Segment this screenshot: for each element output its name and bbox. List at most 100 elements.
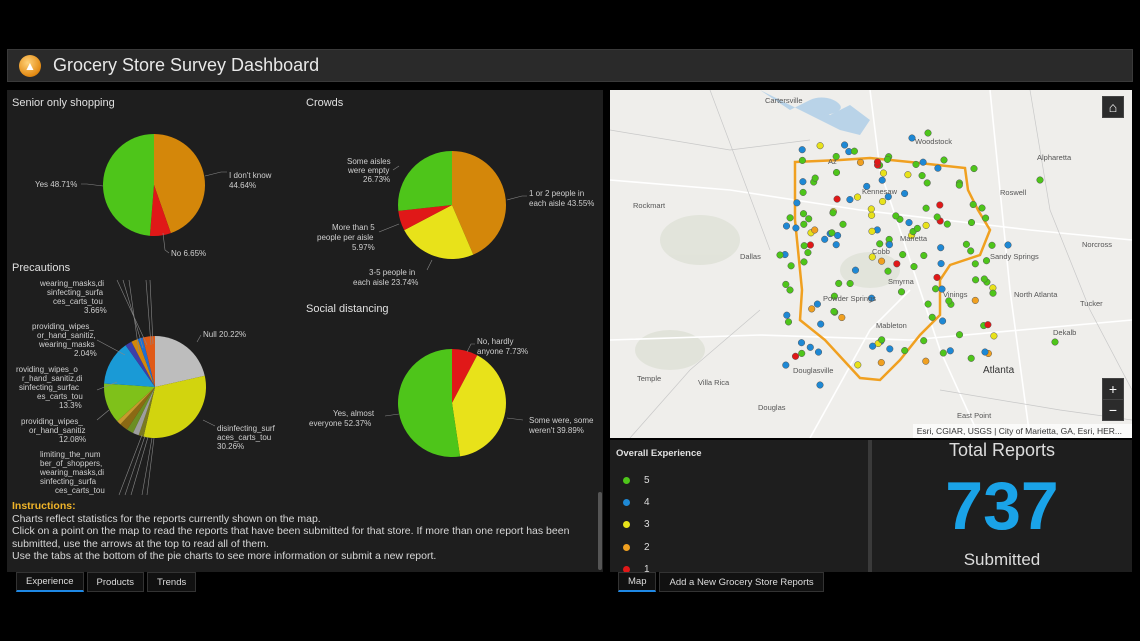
store-marker[interactable] [939,349,947,357]
store-marker[interactable] [854,361,862,369]
store-marker[interactable] [939,317,947,325]
store-marker[interactable] [800,242,808,250]
store-marker[interactable] [984,321,992,329]
store-marker[interactable] [876,240,884,248]
store-marker[interactable] [878,336,886,344]
store-marker[interactable] [856,158,865,166]
pie-slice[interactable] [104,345,155,387]
store-marker[interactable] [908,134,916,142]
store-marker[interactable] [970,165,978,173]
senior-pie-chart[interactable] [102,133,206,237]
store-marker[interactable] [782,222,791,230]
map-canvas[interactable] [610,90,1132,438]
pie-slice[interactable] [397,349,461,457]
store-marker[interactable] [799,188,807,196]
store-marker[interactable] [943,220,951,228]
store-marker[interactable] [967,218,976,227]
store-marker[interactable] [884,267,892,275]
store-marker[interactable] [838,313,846,322]
store-marker[interactable] [883,155,892,163]
store-marker[interactable] [817,320,825,328]
store-marker[interactable] [782,361,790,369]
store-marker[interactable] [811,226,819,234]
store-marker[interactable] [835,279,843,287]
instructions-scrollbar[interactable] [598,492,602,570]
pie-slice[interactable] [104,383,155,422]
tab-experience[interactable]: Experience [16,572,84,592]
store-marker[interactable] [813,300,821,308]
store-marker[interactable] [989,289,997,297]
store-marker[interactable] [776,251,784,259]
store-marker[interactable] [922,357,930,365]
store-marker[interactable] [782,280,790,288]
store-marker[interactable] [905,219,913,227]
store-marker[interactable] [806,241,814,249]
pie-slice[interactable] [452,349,478,403]
pie-slice[interactable] [398,205,452,231]
store-marker[interactable] [933,213,941,221]
pie-slice[interactable] [142,336,155,387]
store-marker[interactable] [841,141,849,149]
store-marker[interactable] [830,292,838,300]
store-marker[interactable] [920,251,928,260]
pie-slice[interactable] [452,355,506,457]
store-marker[interactable] [786,214,794,222]
store-marker[interactable] [783,311,791,319]
store-marker[interactable] [913,224,921,232]
store-marker[interactable] [877,359,885,367]
store-marker[interactable] [798,156,806,164]
store-marker[interactable] [910,263,918,271]
store-marker[interactable] [787,262,795,270]
store-marker[interactable] [940,156,948,164]
store-marker[interactable] [990,332,998,340]
store-marker[interactable] [971,260,979,268]
pie-slice[interactable] [138,387,155,437]
store-marker[interactable] [851,266,860,274]
pie-slice[interactable] [155,336,205,387]
store-marker[interactable] [821,235,829,243]
pie-slice[interactable] [120,387,155,430]
pie-slice[interactable] [125,341,155,387]
store-marker[interactable] [804,249,812,257]
store-marker[interactable] [786,286,794,294]
store-marker[interactable] [830,307,838,316]
store-marker[interactable] [937,260,945,268]
zoom-in-button[interactable]: + [1102,378,1124,400]
store-marker[interactable] [899,251,907,259]
pie-slice[interactable] [149,185,171,236]
store-marker[interactable] [878,176,886,184]
store-marker[interactable] [816,142,824,150]
store-marker[interactable] [897,288,906,296]
store-marker[interactable] [969,200,977,209]
store-marker[interactable] [799,178,807,186]
social-pie-chart[interactable] [397,348,507,458]
store-marker[interactable] [904,171,912,179]
store-marker[interactable] [980,275,988,283]
store-marker[interactable] [829,209,837,217]
store-marker[interactable] [934,164,942,172]
store-marker[interactable] [918,172,926,180]
home-icon[interactable]: ⌂ [1102,96,1124,118]
store-marker[interactable] [933,273,941,281]
precautions-pie-chart[interactable] [103,335,207,439]
store-marker[interactable] [955,181,963,189]
store-marker[interactable] [988,241,996,249]
store-marker[interactable] [932,285,940,293]
store-marker[interactable] [850,147,858,155]
store-marker[interactable] [791,352,800,360]
store-marker[interactable] [808,305,816,313]
pie-slice[interactable] [452,151,506,255]
store-marker[interactable] [919,158,927,166]
store-marker[interactable] [922,221,930,229]
store-marker[interactable] [799,210,808,218]
store-marker[interactable] [1051,338,1059,346]
store-marker[interactable] [886,345,894,353]
store-marker[interactable] [814,348,823,356]
store-marker[interactable] [863,182,871,190]
pie-slice[interactable] [132,387,155,436]
store-marker[interactable] [797,339,806,347]
store-marker[interactable] [924,129,932,137]
pie-slice[interactable] [143,375,206,438]
store-marker[interactable] [869,342,877,350]
store-marker[interactable] [832,241,840,249]
